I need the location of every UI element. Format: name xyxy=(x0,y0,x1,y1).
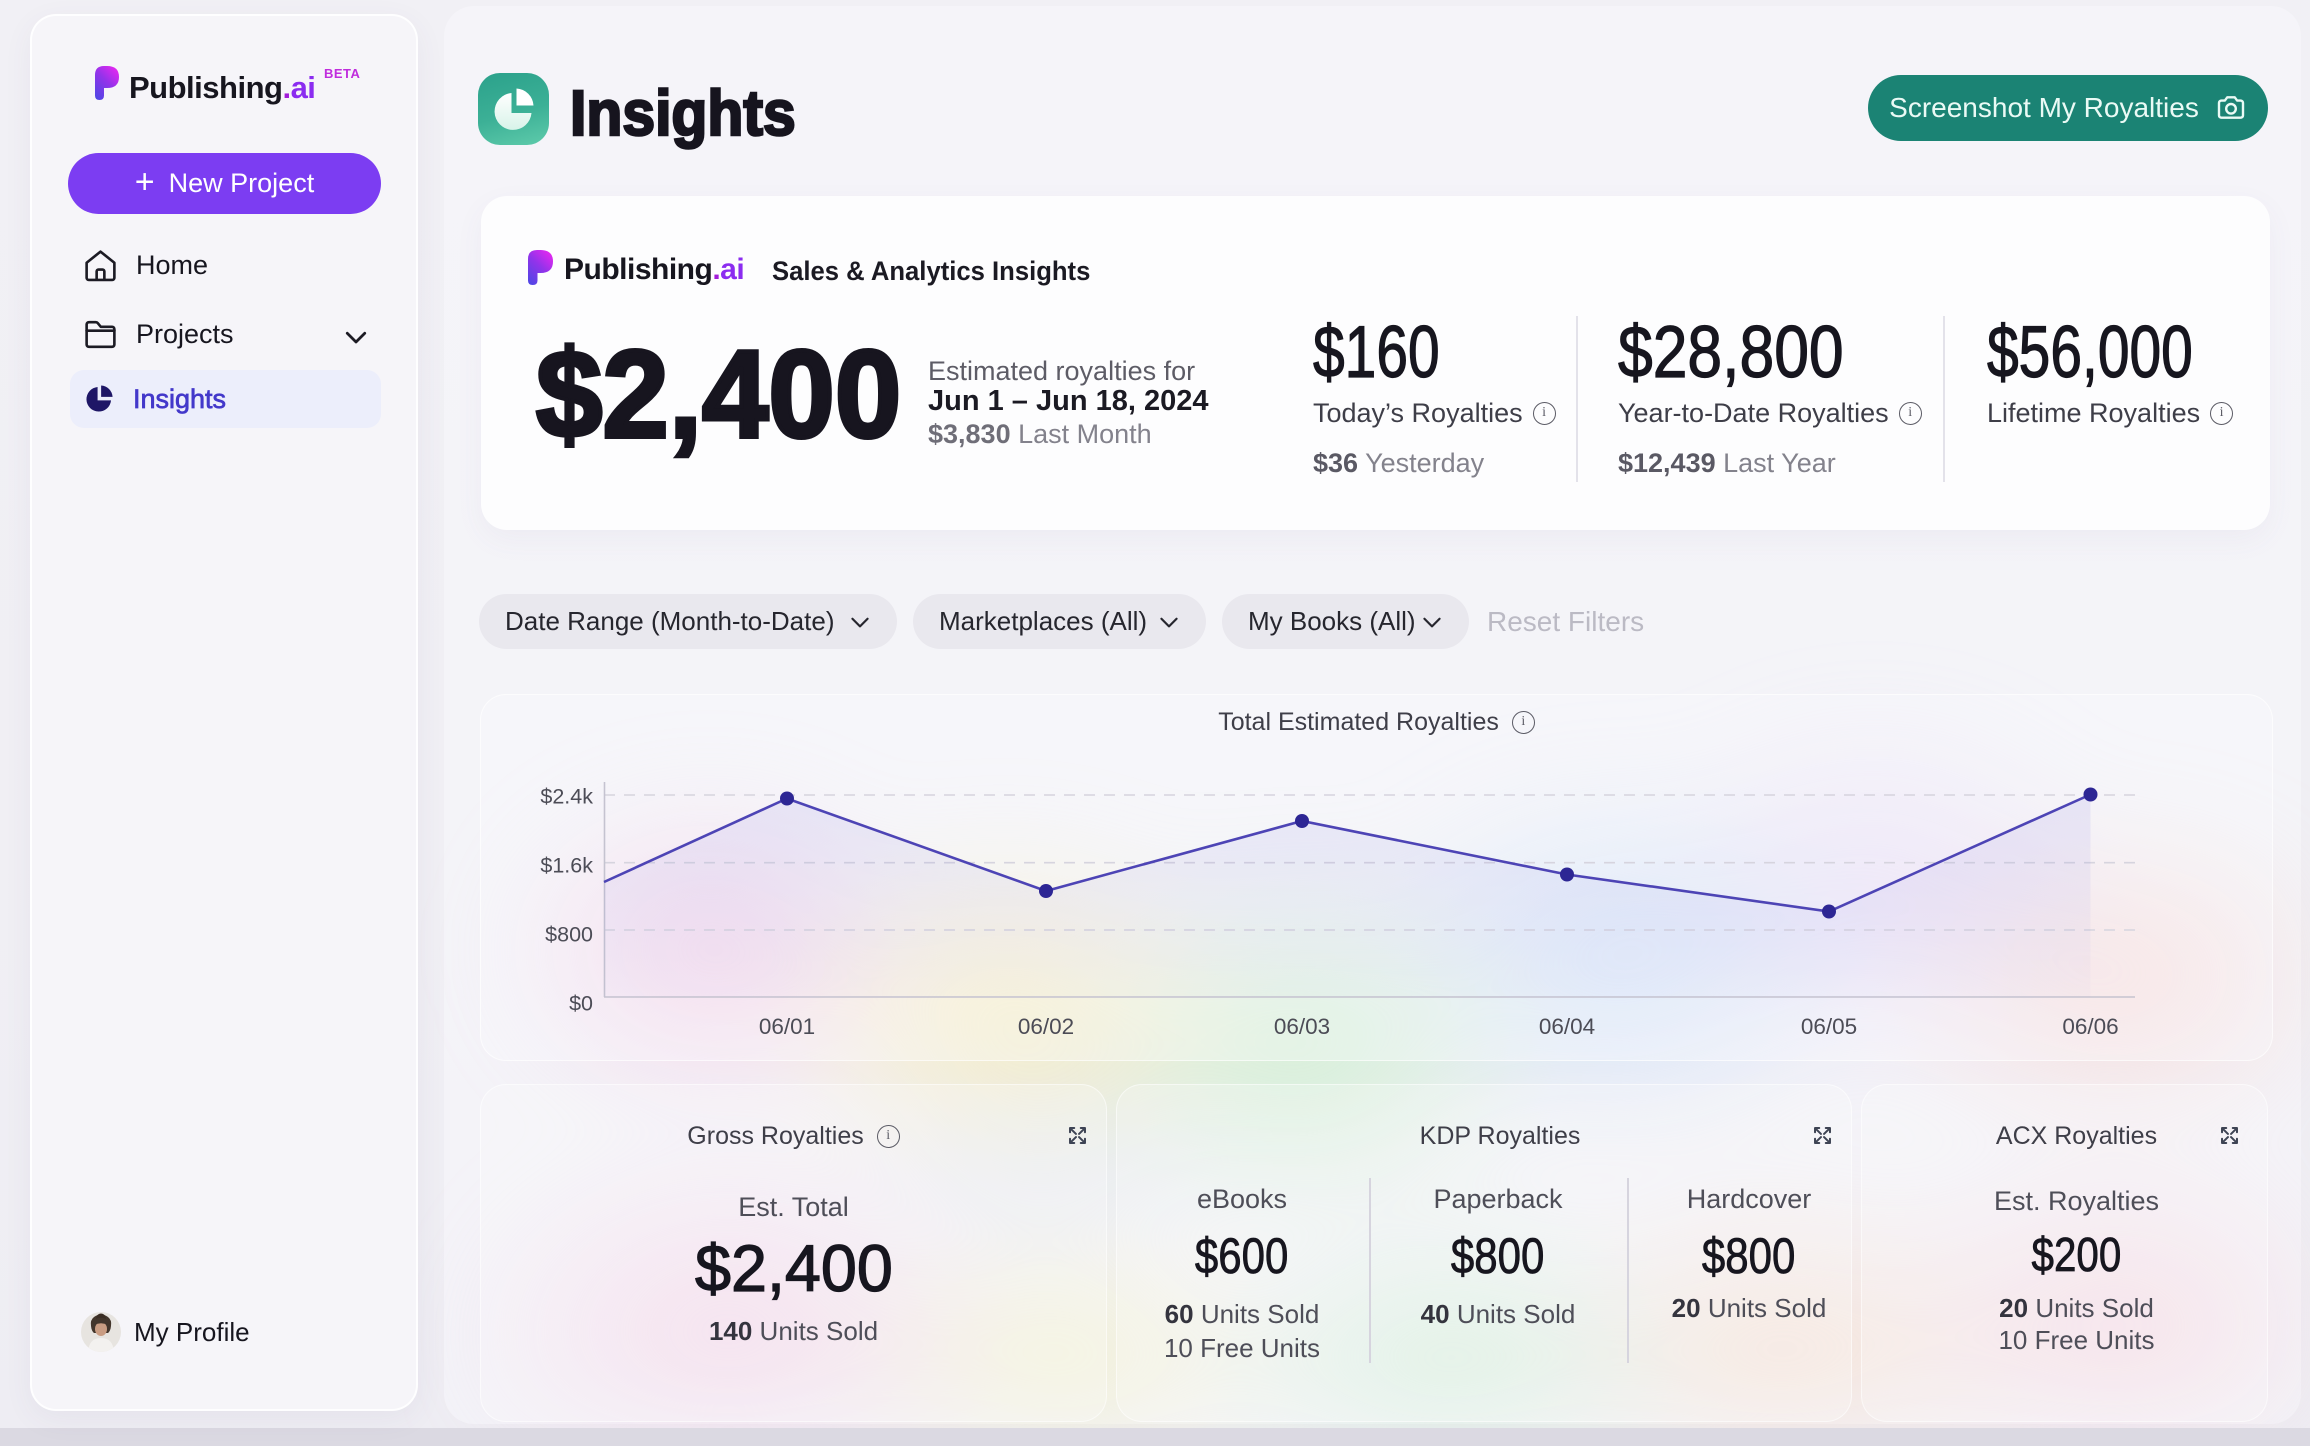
svg-text:BETA: BETA xyxy=(324,66,361,81)
svg-text:06/02: 06/02 xyxy=(1018,1014,1074,1039)
svg-text:06/01: 06/01 xyxy=(759,1014,815,1039)
svg-text:Publishing.ai: Publishing.ai xyxy=(129,70,315,105)
svg-text:06/05: 06/05 xyxy=(1801,1014,1857,1039)
svg-text:$2.4k: $2.4k xyxy=(540,785,593,809)
svg-text:$800: $800 xyxy=(545,923,593,947)
svg-text:06/06: 06/06 xyxy=(2062,1014,2118,1039)
svg-text:06/03: 06/03 xyxy=(1274,1014,1330,1039)
svg-text:$0: $0 xyxy=(569,992,593,1016)
svg-text:06/04: 06/04 xyxy=(1539,1014,1595,1039)
svg-text:$1.6k: $1.6k xyxy=(540,854,593,878)
svg-text:Publishing.ai: Publishing.ai xyxy=(564,253,744,286)
